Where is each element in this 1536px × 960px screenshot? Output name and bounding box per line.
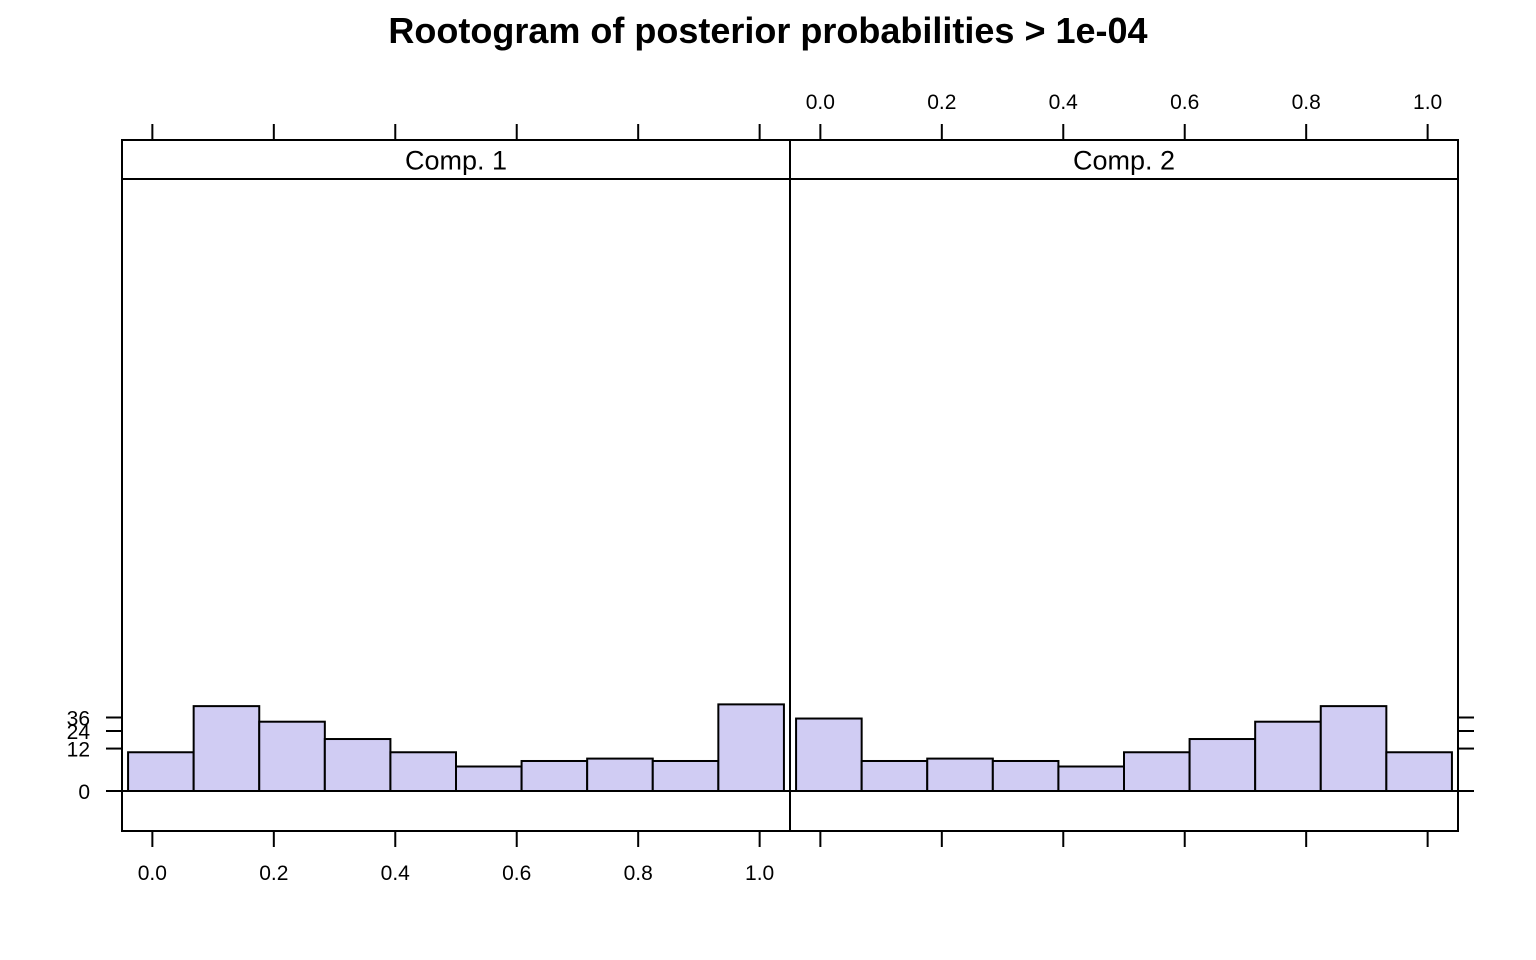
bar <box>860 759 929 793</box>
bar <box>127 751 195 792</box>
panels: Comp. 1 0.0 0.2 0.4 0.6 0.8 1.0 Comp. 2 0.0 0.2 0.… <box>67 91 1474 885</box>
bar <box>795 717 863 792</box>
bar <box>1254 720 1322 793</box>
x-tick-label: 1.0 <box>1413 91 1442 114</box>
y-tick-label: 36 <box>67 708 90 731</box>
bar <box>1319 705 1388 793</box>
bar <box>389 751 458 792</box>
x-tick-label: 0.4 <box>381 862 411 885</box>
bar <box>1188 738 1257 792</box>
panel-frame <box>789 178 1459 832</box>
bar <box>1123 751 1191 792</box>
x-tick-label: 1.0 <box>745 862 774 885</box>
bar <box>455 765 523 792</box>
x-tick-label: 0.6 <box>502 862 531 885</box>
x-tick-label: 0.0 <box>806 91 835 114</box>
y-tick-label: 24 <box>67 721 91 744</box>
bar <box>926 757 994 792</box>
strip-label: Comp. 2 <box>1073 146 1175 176</box>
x-tick-label: 0.6 <box>1170 91 1199 114</box>
bar <box>1385 751 1453 792</box>
bar <box>258 720 326 793</box>
bar <box>717 703 785 792</box>
x-tick-label: 0.2 <box>927 91 956 114</box>
panel-2: Comp. 2 0.0 0.2 0.4 0.6 0.8 1.0 <box>788 91 1460 847</box>
x-tick-label: 0.0 <box>138 862 167 885</box>
x-tick-label: 0.4 <box>1049 91 1079 114</box>
y-tick-label: 12 <box>67 739 90 762</box>
bar <box>323 738 392 792</box>
bar <box>991 759 1060 793</box>
bar <box>520 759 589 793</box>
x-tick-label: 0.8 <box>1292 91 1321 114</box>
strip-label: Comp. 1 <box>405 146 507 176</box>
x-tick-label: 0.2 <box>259 862 288 885</box>
bar <box>651 759 720 793</box>
bar <box>192 705 261 793</box>
chart-title: Rootogram of posterior probabilities > 1… <box>388 10 1147 51</box>
panel-1: Comp. 1 0.0 0.2 0.4 0.6 0.8 1.0 <box>120 124 792 885</box>
bar <box>1057 765 1126 792</box>
x-tick-label: 0.8 <box>624 862 653 885</box>
bar <box>586 757 654 792</box>
y-tick-label: 0 <box>78 781 90 804</box>
